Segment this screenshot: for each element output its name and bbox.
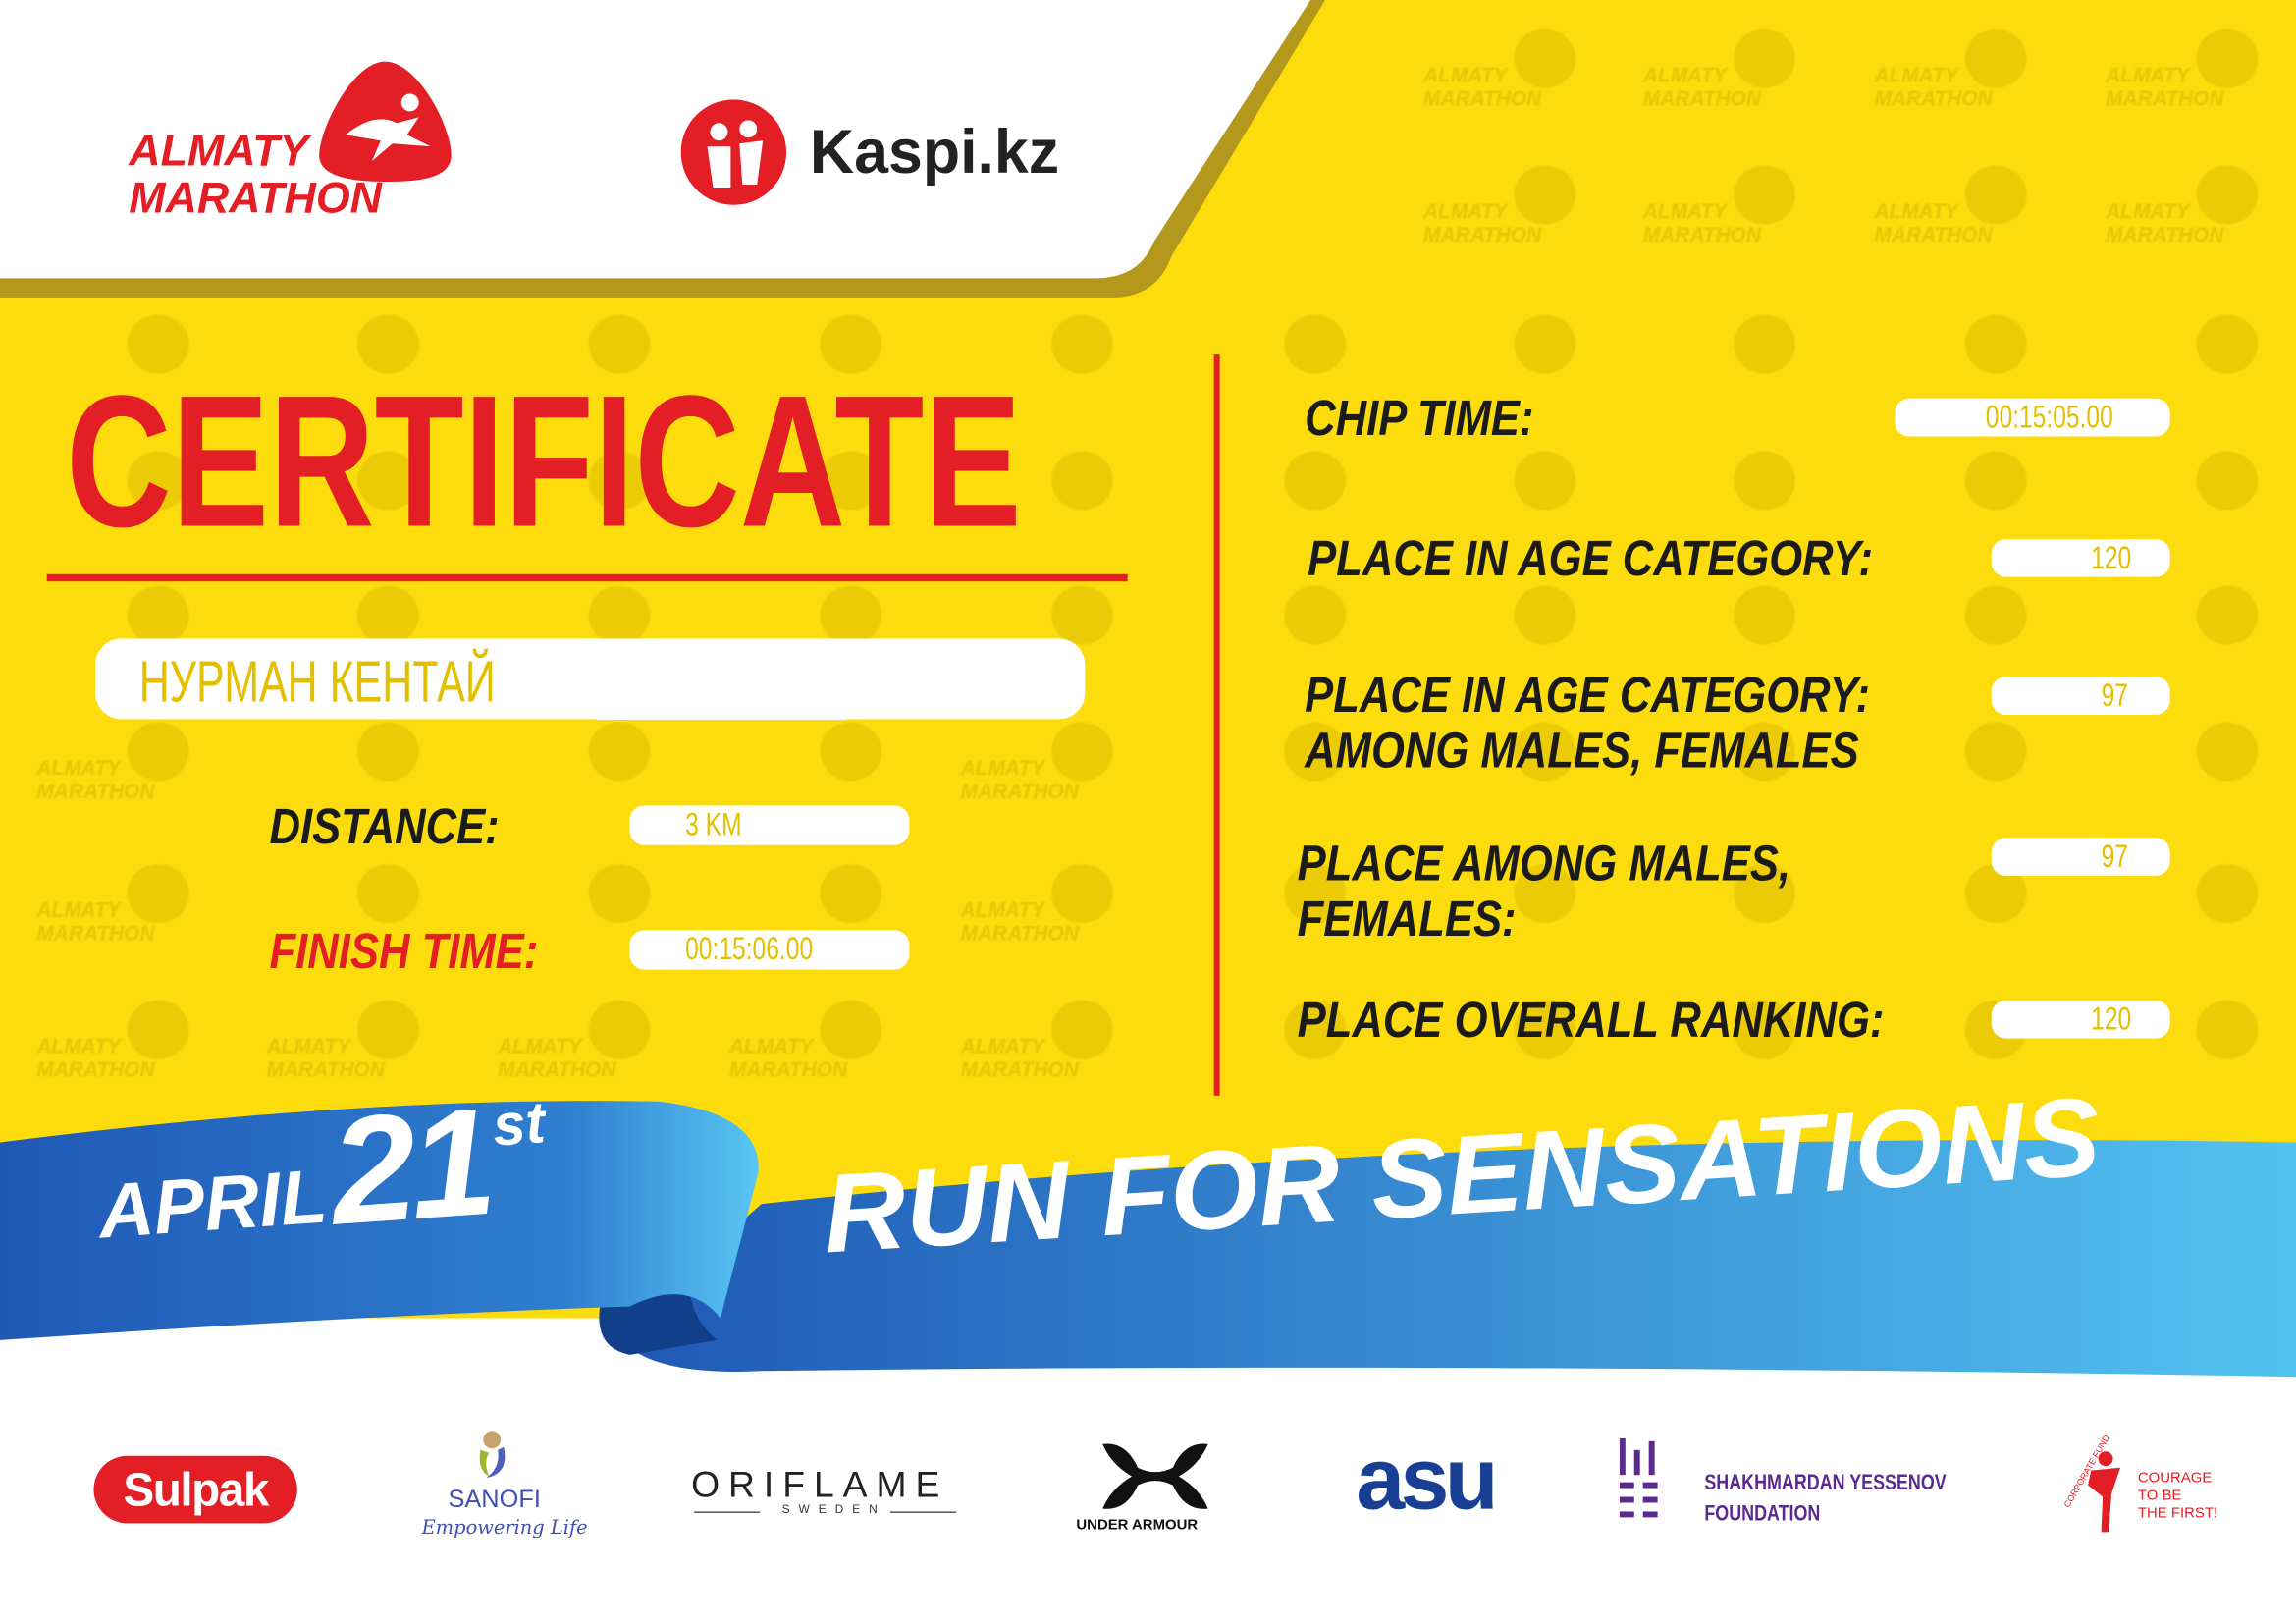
courage-line-2: TO BE <box>2137 1488 2182 1504</box>
yessenov-text: SHAKHMARDAN YESSENOV FOUNDATION <box>1704 1468 1946 1530</box>
age-gender-line-1: PLACE IN AGE CATEGORY: <box>1305 668 1871 724</box>
overall-value: 120 <box>2091 1000 2132 1038</box>
distance-value: 3 KM <box>685 805 742 842</box>
overall-field: 120 <box>1991 1000 2170 1039</box>
oriflame-logo: ORIFLAME SWEDEN <box>691 1465 962 1524</box>
kaspi-text: Kaspi.kz <box>809 117 1060 187</box>
asu-logo: asu <box>1356 1429 1498 1528</box>
age-gender-place-label: PLACE IN AGE CATEGORY: AMONG MALES, FEMA… <box>1305 668 1870 779</box>
oriflame-sub: SWEDEN <box>781 1502 886 1516</box>
header-panel <box>0 0 1325 298</box>
age-gender-place-field: 97 <box>1991 677 2170 715</box>
date-day: 21 <box>325 1077 496 1259</box>
gender-place-line-2: FEMALES: <box>1297 892 1517 948</box>
title-underline <box>46 573 1128 582</box>
gender-place-line-1: PLACE AMONG MALES, <box>1297 836 1791 893</box>
yessenov-bars-icon <box>1619 1437 1658 1518</box>
kaspi-circle-icon <box>680 99 787 205</box>
date-month: APRIL <box>95 1154 330 1256</box>
logo-line-2: MARATHON <box>129 174 382 223</box>
runner-logo-icon <box>319 61 452 182</box>
vertical-divider <box>1213 353 1220 1096</box>
courage-fund-logo: CORPORATE FUND COURAGE TO BE THE FIRST! <box>2053 1435 2228 1538</box>
age-place-label: PLACE IN AGE CATEGORY: <box>1308 531 1874 588</box>
chip-time-field: 00:15:05.00 <box>1895 398 2170 437</box>
under-armour-icon <box>1102 1443 1208 1509</box>
age-gender-place-value: 97 <box>2101 677 2128 714</box>
yessenov-logo: SHAKHMARDAN YESSENOV FOUNDATION <box>1619 1437 1956 1530</box>
finish-time-field: 00:15:06.00 <box>629 930 910 970</box>
sanofi-tagline: Empowering Life <box>421 1517 588 1540</box>
event-logo-text: ALMATY MARATHON <box>129 129 382 222</box>
chip-time-value: 00:15:05.00 <box>1985 398 2113 436</box>
sanofi-text: SANOFI <box>448 1485 541 1513</box>
sanofi-bird-icon <box>479 1431 506 1479</box>
distance-label: DISTANCE: <box>269 799 500 856</box>
date-suffix: st <box>490 1090 548 1160</box>
oriflame-rule-left <box>694 1511 761 1513</box>
under-armour-text: UNDER ARMOUR <box>1076 1517 1199 1534</box>
overall-label: PLACE OVERALL RANKING: <box>1297 993 1885 1050</box>
courage-line-3: THE FIRST! <box>2137 1505 2218 1522</box>
gender-place-value: 97 <box>2101 838 2128 875</box>
kaspi-logo: Kaspi.kz <box>680 99 1077 205</box>
event-date: APRIL 21 st <box>92 1077 553 1266</box>
sanofi-logo: SANOFI Empowering Life <box>422 1430 588 1546</box>
courage-line-1: COURAGE <box>2137 1470 2213 1488</box>
yessenov-line-2: FOUNDATION <box>1704 1501 1821 1527</box>
oriflame-rule-right <box>889 1511 957 1513</box>
ribbon-banner <box>0 1101 2296 1624</box>
logo-line-1: ALMATY <box>129 127 309 177</box>
oriflame-text: ORIFLAME <box>691 1464 949 1506</box>
gender-place-field: 97 <box>1991 838 2170 877</box>
finish-time-label: FINISH TIME: <box>269 924 539 980</box>
gender-place-label: PLACE AMONG MALES, FEMALES: <box>1298 837 1790 947</box>
courage-figure-icon <box>2088 1451 2120 1533</box>
participant-name: НУРМАН КЕНТАЙ <box>138 650 496 715</box>
finish-time-value: 00:15:06.00 <box>685 930 814 967</box>
certificate-title: CERTIFICATE <box>66 356 1022 568</box>
almaty-marathon-logo: ALMATY MARATHON <box>129 59 458 235</box>
sulpak-logo: Sulpak <box>93 1455 297 1524</box>
age-place-value: 120 <box>2091 538 2132 576</box>
age-gender-line-2: AMONG MALES, FEMALES <box>1305 723 1859 780</box>
under-armour-logo: UNDER ARMOUR <box>1076 1441 1237 1538</box>
participant-name-field: НУРМАН КЕНТАЙ <box>94 638 1086 720</box>
chip-time-label: CHIP TIME: <box>1305 391 1534 447</box>
courage-text: COURAGE TO BE THE FIRST! <box>2138 1471 2217 1524</box>
yessenov-line-1: SHAKHMARDAN YESSENOV <box>1704 1470 1947 1496</box>
age-place-field: 120 <box>1991 538 2170 577</box>
distance-field: 3 KM <box>629 805 910 845</box>
